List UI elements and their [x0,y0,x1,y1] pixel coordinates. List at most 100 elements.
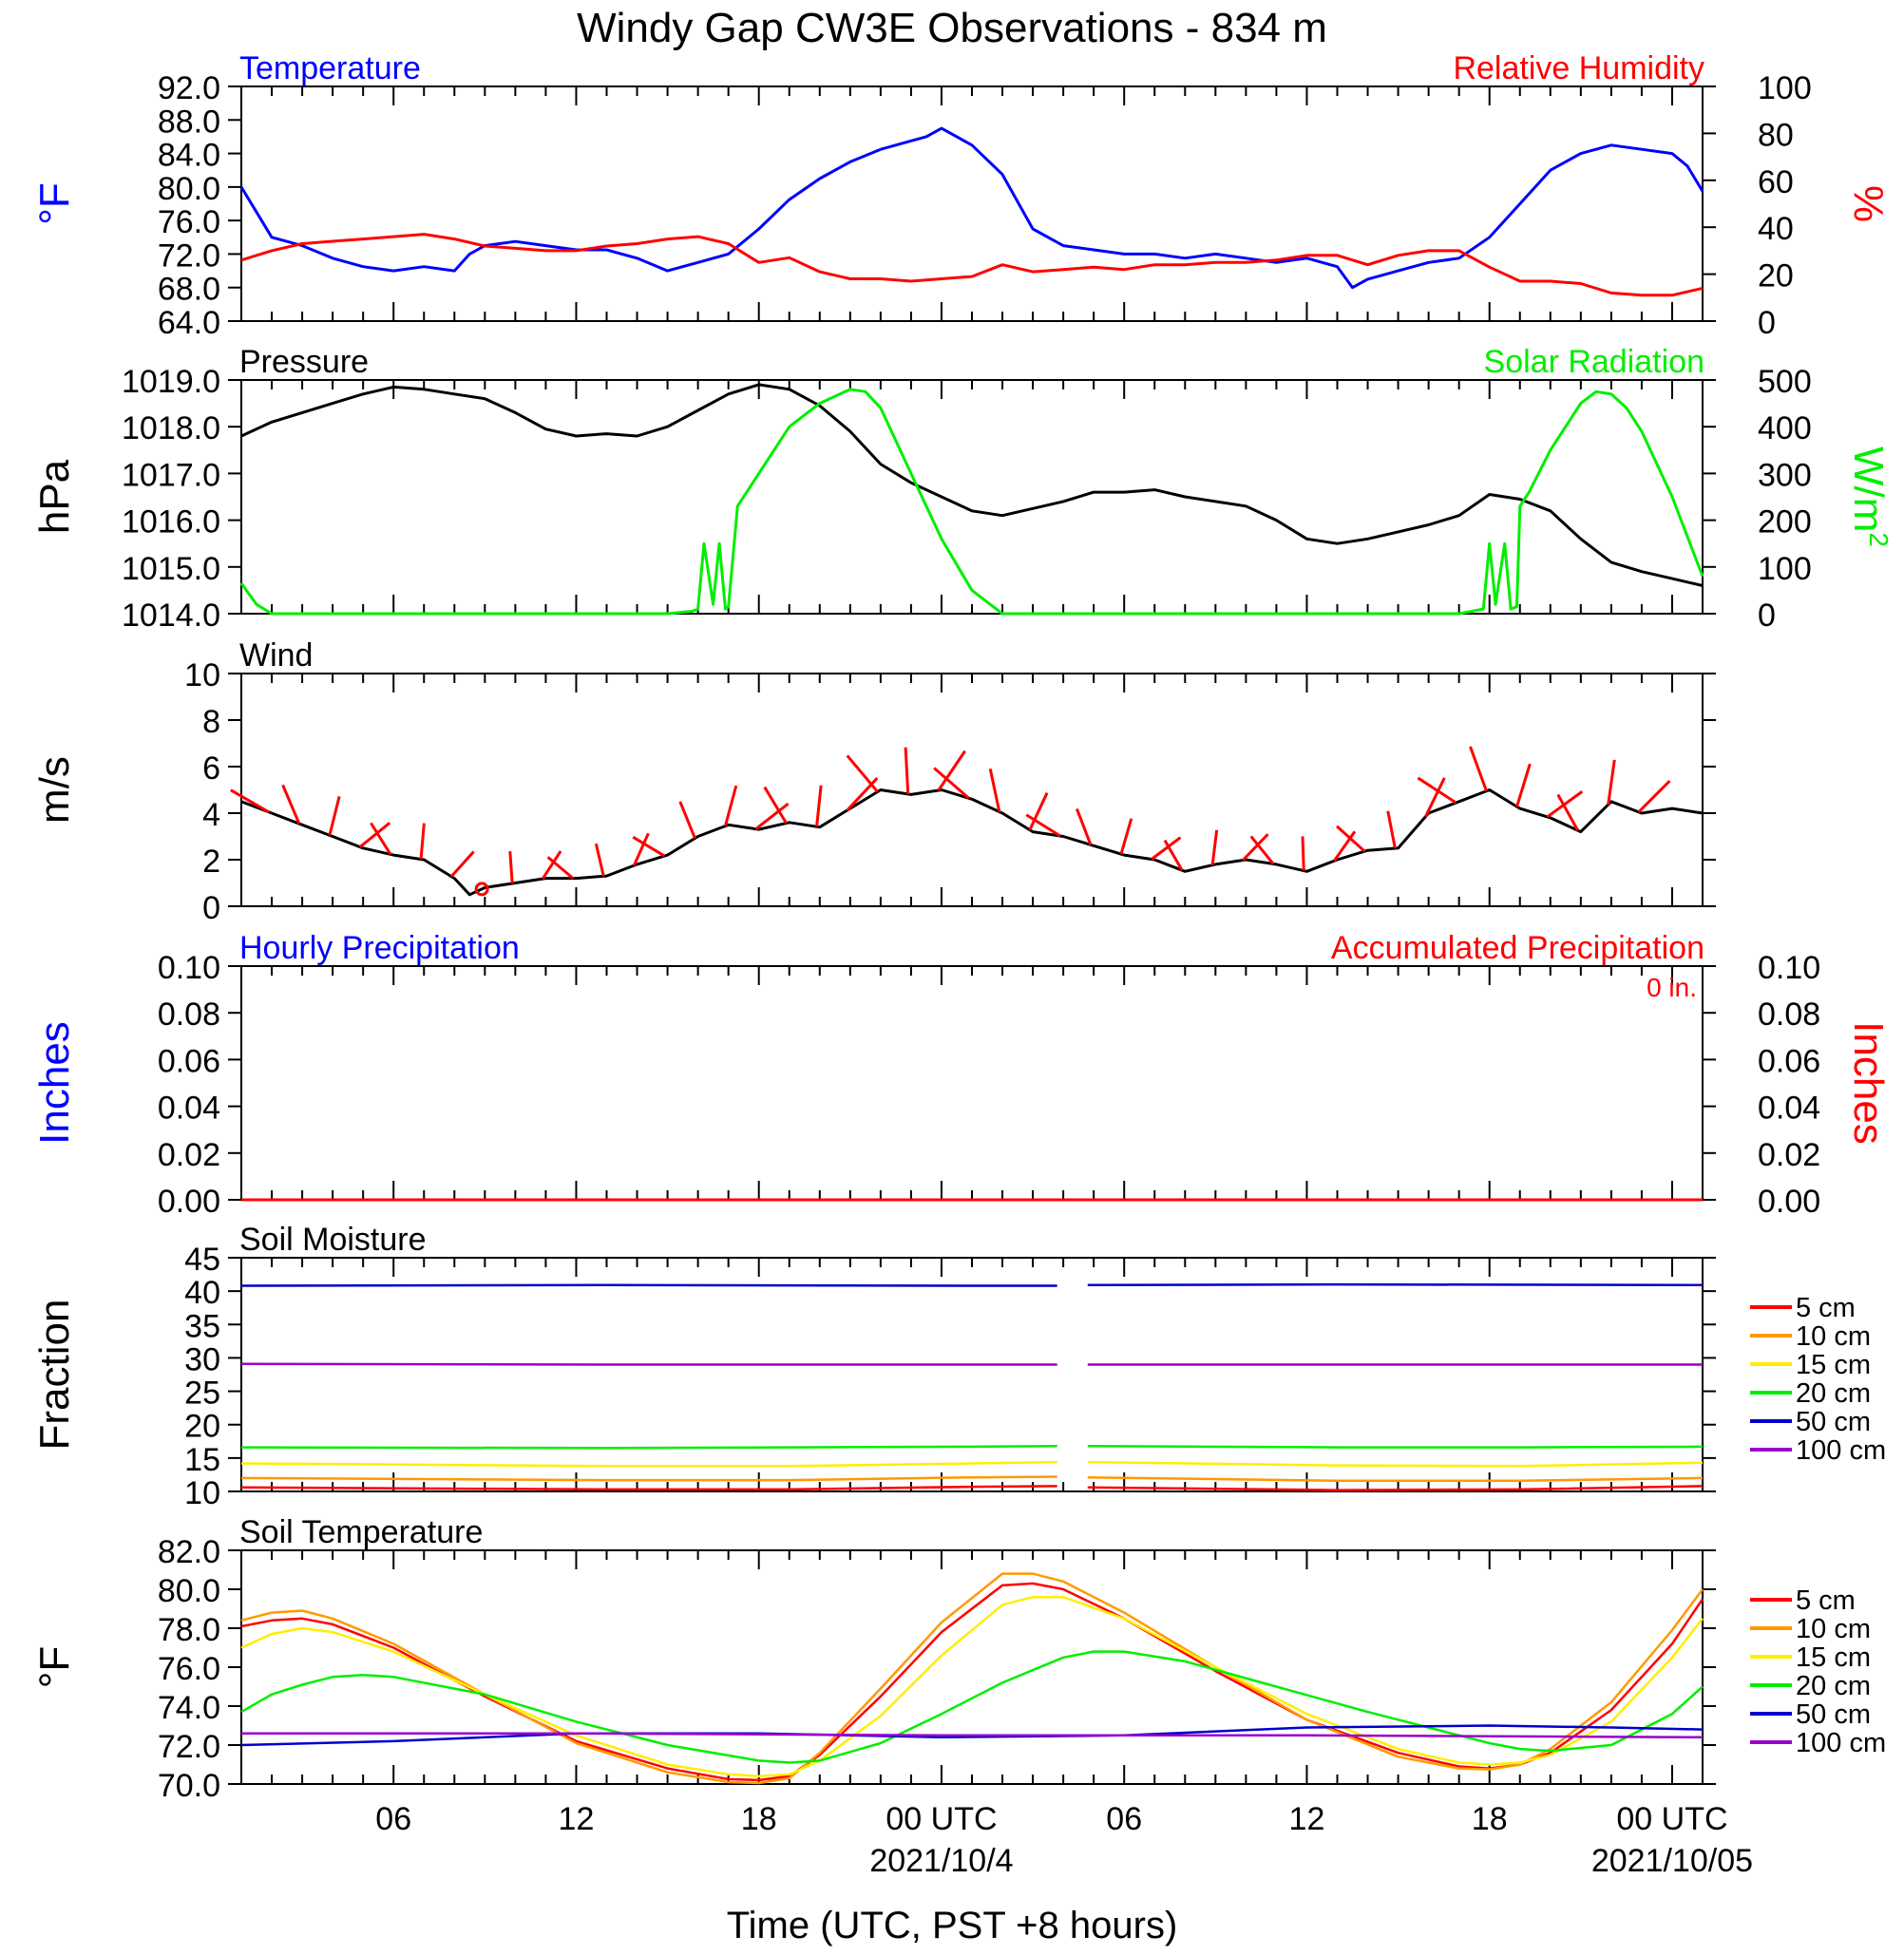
y-tick-label-right: 100 [1758,551,1812,587]
y-tick-label-left: 1017.0 [122,457,220,493]
panel-frame [240,379,1704,615]
y-tick-label-left: 92.0 [158,70,220,106]
series-line-20-cm [240,1650,1704,1764]
series-line-5-cm [240,1485,1057,1491]
series-line-10-cm [1087,1475,1704,1483]
y-tick-label-left: 8 [202,704,220,740]
legend-label: 20 cm [1796,1378,1871,1409]
x-tick-label: 06 [375,1801,411,1837]
series-line-100-cm [241,1732,1704,1739]
wind-barb [937,750,966,791]
y-tick-label-right: 60 [1758,164,1794,200]
y-tick-label-left: 72.0 [158,1729,220,1765]
wind-barb [1424,777,1446,818]
wind-barb [1336,825,1366,853]
series-line-20-cm [240,1444,1057,1450]
wind-barb [1028,791,1049,831]
chart-title: Windy Gap CW3E Observations - 834 m [577,5,1327,51]
panel-title-right: Accumulated Precipitation [1331,930,1704,966]
wind-barb [419,823,426,860]
y-tick-label-left: 1019.0 [122,364,220,400]
series-line-wind [240,788,1704,897]
wind-barb [933,767,970,800]
wind-barb [1469,746,1488,792]
wind-barb [1333,830,1357,863]
panel-title-left: Hourly Precipitation [239,930,520,966]
x-tick-date: 2021/10/4 [869,1843,1013,1879]
wind-barb [846,754,879,793]
y-tick-label-right: 200 [1758,504,1812,541]
x-axis-label: Time (UTC, PST +8 hours) [727,1905,1178,1946]
y-axis-label-left: m/s [31,756,78,824]
wind-barb [1119,818,1133,855]
legend-label: 100 cm [1796,1435,1886,1466]
wind-barb [1556,793,1579,831]
wind-barb [988,768,1001,812]
wind-barb [1515,763,1532,807]
wind-barb [724,785,738,826]
wind-barb [1025,813,1061,838]
x-tick-label: 00 UTC [885,1801,997,1837]
series-line-5-cm [1087,1485,1704,1491]
series-line-15-cm [1087,1460,1704,1468]
wind-barb [632,835,666,858]
y-tick-label-right: 20 [1758,258,1794,294]
y-tick-label-left: 10 [184,1475,220,1511]
y-tick-label-right: 400 [1758,410,1812,446]
wind-barb [763,786,788,825]
wind-barb [370,822,392,856]
y-axis-label-right: W/m2 [1845,446,1894,547]
legend-label: 50 cm [1796,1407,1871,1437]
legend-label: 50 cm [1796,1699,1871,1730]
series-line-50-cm [1087,1282,1704,1287]
y-tick-label-left: 0 [202,890,220,926]
y-tick-label-left: 1014.0 [122,598,220,634]
y-tick-label-left: 30 [184,1341,220,1377]
precip-annotation: 0 in. [1647,973,1697,1002]
wind-barb [754,802,790,830]
panel-4: 0.10 0.08 0.06 0.04 0.02 0.00 0.10 0.08 0.06 0.04… [31,930,1892,1220]
legend-label: 10 cm [1796,1321,1871,1352]
series-group [239,126,1704,297]
panel-title-left: Temperature [239,50,421,86]
wind-barb [1242,833,1269,862]
x-tick-label: 06 [1106,1801,1142,1837]
y-tick-label-left: 82.0 [158,1534,220,1570]
series-line-100-cm [240,1362,1057,1366]
y-tick-label-left: 76.0 [158,204,220,240]
y-tick-label-right: 100 [1758,70,1812,106]
x-tick-label: 00 UTC [1616,1801,1727,1837]
x-tick-label: 18 [1472,1801,1508,1837]
wind-barb [230,788,270,814]
y-axis-label-left: °F [31,1646,78,1688]
wind-barb [815,785,823,827]
panel-frame [240,85,1704,322]
y-tick-label-right: 0 [1758,305,1776,341]
y-tick-label-right: 0.08 [1758,996,1820,1033]
wind-barb [632,832,650,866]
panel-6: 82.080.078.076.074.072.070.0 Soil Tempera… [31,1514,1886,1804]
y-tick-label-left: 4 [202,797,220,833]
panel-title-right: Relative Humidity [1453,50,1704,86]
panel-3: 10 8 6 4 2 0 Wind m/s [31,637,1716,926]
series-group [240,788,1704,897]
panel-2: 1019.0 1018.0 1017.0 1016.0 1015.0 1014.0 500 4… [31,344,1894,634]
wind-barb [1249,835,1275,865]
panel-frame [240,673,1704,907]
y-tick-label-left: 0.02 [158,1137,220,1173]
y-tick-label-left: 80.0 [158,1573,220,1609]
wind-barb [1637,780,1671,813]
x-tick-label: 18 [741,1801,777,1837]
panel-1: 92.088.084.080.076.072.068.064.0 100 80 60 4… [31,50,1892,341]
legend-label: 15 cm [1796,1350,1871,1380]
y-axis-label-left: Inches [31,1021,78,1145]
y-tick-label-left: 40 [184,1275,220,1311]
legend-label: 10 cm [1796,1614,1871,1644]
series-line-10-cm [240,1572,1704,1785]
wind-barb [1607,759,1616,806]
y-tick-label-right: 80 [1758,117,1794,153]
y-tick-label-left: 15 [184,1442,220,1478]
panel-title-left: Wind [239,637,313,674]
